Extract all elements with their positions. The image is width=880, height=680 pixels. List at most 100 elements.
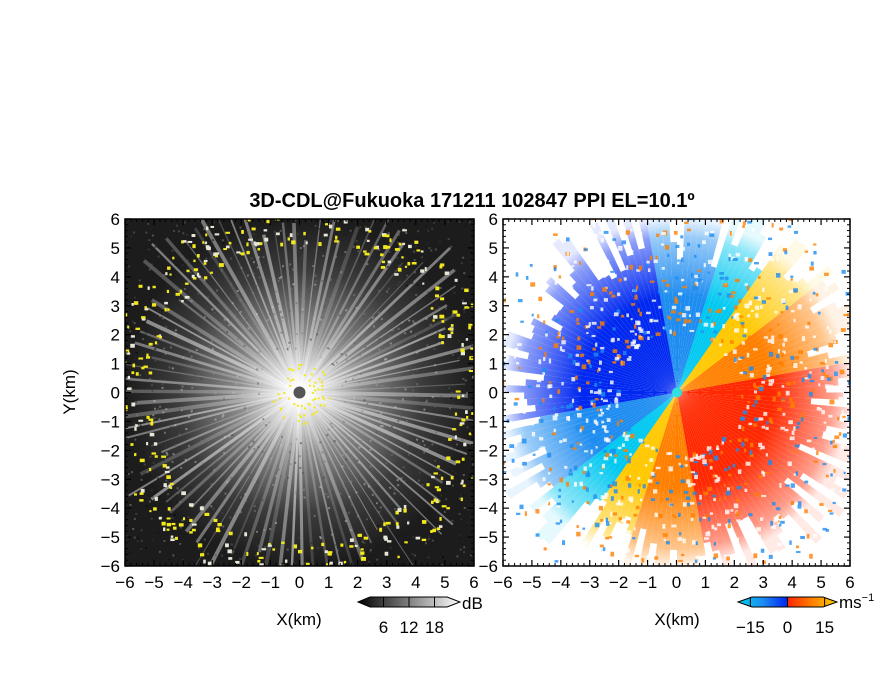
velocity-noise-pixel [862,297,866,300]
velocity-noise-pixel [779,227,784,231]
velocity-noise-pixel [565,560,569,565]
velocity-noise-pixel [647,268,651,273]
snr-noise-pixel [161,386,164,389]
snr-noise-pixel [265,424,268,427]
velocity-noise-pixel [695,555,700,560]
velocity-noise-pixel [841,269,846,274]
velocity-noise-pixel [730,509,734,512]
snr-noise-pixel [183,287,186,290]
velocity-noise-pixel [761,445,765,450]
velocity-noise-pixel [840,328,846,332]
velocity-noise-pixel [792,278,797,282]
snr-highlight-pixel [461,479,464,484]
velocity-noise-pixel [813,460,819,463]
snr-noise-pixel [209,390,212,393]
snr-highlight-pixel [197,543,203,548]
snr-noise-pixel [211,348,214,351]
velocity-noise-pixel [639,498,643,502]
snr-noise-pixel [444,318,447,321]
velocity-noise-pixel [776,354,780,359]
snr-noise-pixel [458,220,461,223]
velocity-noise-pixel [553,406,556,412]
snr-noise-pixel [180,466,183,469]
velocity-noise-pixel [525,275,529,280]
snr-noise-pixel [219,433,222,436]
snr-highlight-pixel [308,384,311,387]
velocity-noise-pixel [588,322,591,327]
velocity-noise-pixel [692,491,697,496]
velocity-noise-pixel [782,412,786,416]
snr-highlight-pixel [191,274,195,279]
velocity-noise-pixel [629,330,635,333]
snr-highlight-pixel [438,525,443,528]
snr-noise-pixel [418,559,421,562]
snr-noise-pixel [415,293,418,296]
velocity-noise-pixel [615,502,619,506]
velocity-noise-pixel [865,362,867,364]
velocity-noise-pixel [667,315,670,318]
velocity-noise-pixel [558,495,561,498]
velocity-noise-pixel [872,385,874,388]
velocity-noise-pixel [610,511,613,517]
velocity-noise-pixel [820,376,825,381]
velocity-noise-pixel [731,316,735,319]
velocity-noise-pixel [674,516,677,519]
snr-noise-pixel [210,505,213,508]
velocity-noise-pixel [697,502,701,505]
velocity-noise-pixel [641,441,645,444]
snr-highlight-pixel [434,294,439,298]
velocity-noise-pixel [767,379,770,382]
snr-noise-pixel [171,517,174,520]
snr-noise-pixel [314,274,317,277]
snr-noise-pixel [256,481,259,484]
velocity-x-tick-label: 1 [701,573,710,592]
velocity-noise-pixel [722,324,726,329]
velocity-noise-pixel [723,483,726,487]
velocity-noise-pixel [862,303,864,306]
snr-noise-pixel [211,308,214,311]
velocity-noise-pixel [576,345,582,350]
velocity-noise-pixel [593,234,598,238]
velocity-y-tick-label: 4 [489,268,498,287]
velocity-noise-pixel [690,483,696,486]
snr-highlight-pixel [203,559,206,564]
velocity-noise-pixel [709,449,713,455]
snr-highlight-pixel [312,398,315,401]
snr-noise-pixel [290,288,293,291]
velocity-noise-pixel [650,318,654,323]
snr-noise-pixel [163,274,166,277]
velocity-noise-pixel [566,277,571,282]
snr-noise-pixel [396,479,399,482]
velocity-noise-pixel [612,541,618,544]
velocity-noise-pixel [615,403,619,408]
velocity-colorbar-unit: ms−1 [839,592,874,612]
velocity-noise-pixel [804,367,808,370]
snr-noise-pixel [348,563,351,566]
velocity-noise-pixel [503,354,506,358]
snr-noise-pixel [271,485,274,488]
velocity-noise-pixel [591,334,596,338]
snr-highlight-pixel [166,466,170,469]
velocity-noise-pixel [623,449,628,452]
velocity-y-tick-label: −4 [479,499,498,518]
snr-noise-pixel [216,392,219,395]
velocity-noise-pixel [553,343,559,348]
snr-ray [299,327,446,394]
snr-ray [298,304,448,394]
velocity-noise-pixel [789,436,795,441]
snr-noise-pixel [340,353,343,356]
snr-highlight-pixel [241,229,244,234]
snr-noise-pixel [212,372,215,375]
snr-y-tick-label: 6 [111,210,120,229]
velocity-noise-pixel [586,501,590,504]
snr-noise-pixel [171,249,174,252]
velocity-noise-pixel [816,347,819,352]
snr-noise-pixel [220,269,223,272]
snr-ray [299,392,443,535]
snr-noise-pixel [153,400,156,403]
snr-highlight-pixel [446,456,451,461]
snr-noise-pixel [208,490,211,493]
snr-noise-pixel [400,563,403,566]
snr-noise-pixel [364,345,367,348]
velocity-noise-pixel [791,362,795,366]
